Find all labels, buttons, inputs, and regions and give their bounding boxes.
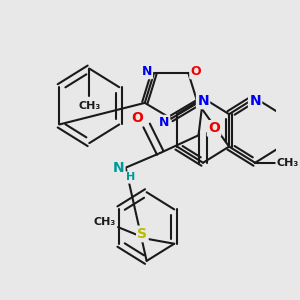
Text: N: N bbox=[249, 94, 261, 108]
Text: N: N bbox=[112, 161, 124, 175]
Text: N: N bbox=[197, 94, 209, 108]
Text: CH₃: CH₃ bbox=[277, 158, 299, 168]
Text: O: O bbox=[190, 65, 201, 78]
Text: O: O bbox=[132, 111, 143, 124]
Text: CH₃: CH₃ bbox=[94, 217, 116, 227]
Text: H: H bbox=[126, 172, 135, 182]
Text: S: S bbox=[137, 227, 147, 241]
Text: N: N bbox=[141, 65, 152, 78]
Text: N: N bbox=[159, 116, 169, 129]
Text: CH₃: CH₃ bbox=[78, 101, 100, 111]
Text: O: O bbox=[208, 122, 220, 135]
